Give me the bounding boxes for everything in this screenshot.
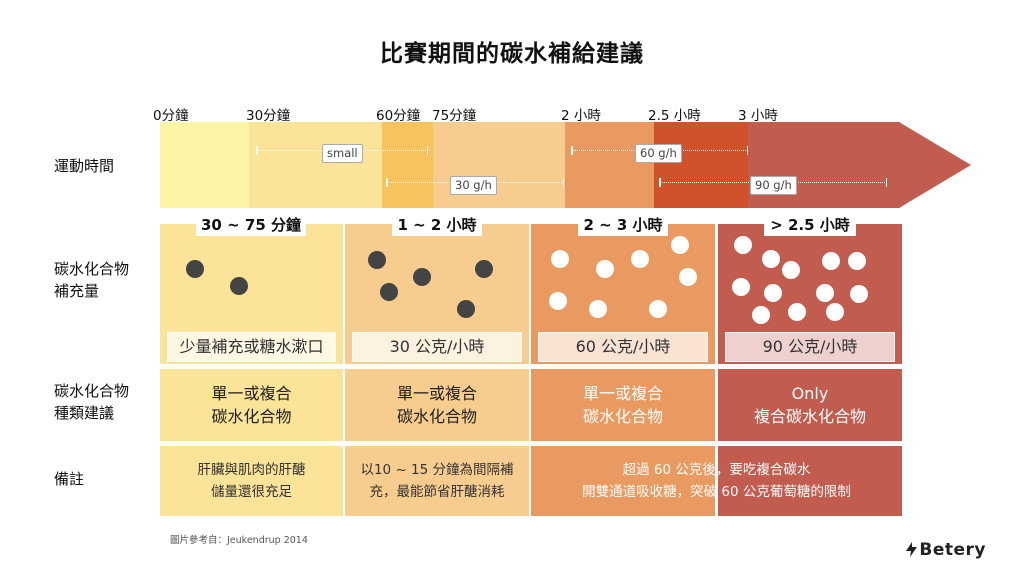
type-cell-col-2: 單一或複合 碳水化合物 [345, 369, 529, 441]
tick-30min: 30分鐘 [246, 108, 291, 124]
amount-panel-col-3: 60 公克/小時 [531, 224, 715, 364]
duration-heading-col-2: 1 ~ 2 小時 [392, 214, 482, 236]
row-label-notes: 備註 [54, 470, 85, 488]
duration-heading-col-4: > 2.5 小時 [764, 214, 856, 236]
rate-box: 少量補充或糖水漱口 [167, 332, 336, 362]
range-label-60gh: 60 g/h [635, 144, 682, 163]
type-cell-col-1: 單一或複合 碳水化合物 [160, 369, 343, 441]
tick-3h: 3 小時 [738, 108, 778, 124]
brand-name: Betery [919, 540, 986, 560]
note-cell-col-2: 以10 ~ 15 分鐘為間隔補 充，最能節省肝醣消耗 [345, 446, 529, 516]
row-label-amount: 碳水化合物 補充量 [54, 260, 130, 300]
amount-panel-col-1: 少量補充或糖水漱口 [160, 224, 343, 364]
timeline-arrowhead [899, 122, 971, 208]
bolt-icon [906, 542, 918, 557]
timeline-segment-150-180 [654, 122, 748, 208]
rate-box: 90 公克/小時 [725, 332, 895, 362]
tick-75min: 75分鐘 [432, 108, 477, 124]
brand-logo: Betery [906, 540, 986, 560]
tick-2-5h: 2.5 小時 [648, 108, 701, 124]
timeline-segment-75-120 [433, 122, 565, 208]
timeline-segment-0-30 [160, 122, 249, 208]
tick-60min: 60分鐘 [376, 108, 421, 124]
row-label-time: 運動時間 [54, 157, 115, 175]
rate-box: 60 公克/小時 [538, 332, 708, 362]
range-label-30gh: 30 g/h [450, 176, 497, 195]
timeline-segment-30-60 [249, 122, 382, 208]
type-cell-col-3: 單一或複合 碳水化合物 [531, 369, 715, 441]
amount-panel-col-2: 30 公克/小時 [345, 224, 529, 364]
range-label-small: small [322, 144, 363, 163]
rate-box: 30 公克/小時 [352, 332, 522, 362]
timeline-segment-180-plus [748, 122, 900, 208]
type-cell-col-4: Only 複合碳水化合物 [718, 369, 902, 441]
note-merged-cols-3-4: 超過 60 公克後，要吃複合碳水 開雙通道吸收糖，突破 60 公克葡萄糖的限制 [582, 462, 851, 500]
tick-0min: 0分鐘 [153, 108, 189, 124]
timeline-segment-120-150 [565, 122, 654, 208]
note-cell-col-1: 肝臟與肌肉的肝醣 儲量還很充足 [160, 446, 343, 516]
duration-heading-col-3: 2 ~ 3 小時 [578, 214, 668, 236]
note-bg-col-4 [718, 446, 902, 516]
amount-panel-col-4: 90 公克/小時 [718, 224, 902, 364]
row-label-type: 碳水化合物 種類建議 [54, 382, 130, 422]
duration-heading-col-1: 30 ~ 75 分鐘 [196, 214, 306, 236]
range-label-90gh: 90 g/h [750, 176, 797, 195]
timeline-segment-60-75 [382, 122, 433, 208]
tick-2h: 2 小時 [561, 108, 601, 124]
source-citation: 圖片參考自：Jeukendrup 2014 [170, 535, 308, 546]
note-bg-col-3 [531, 446, 715, 516]
page-title: 比賽期間的碳水補給建議 [380, 41, 644, 67]
